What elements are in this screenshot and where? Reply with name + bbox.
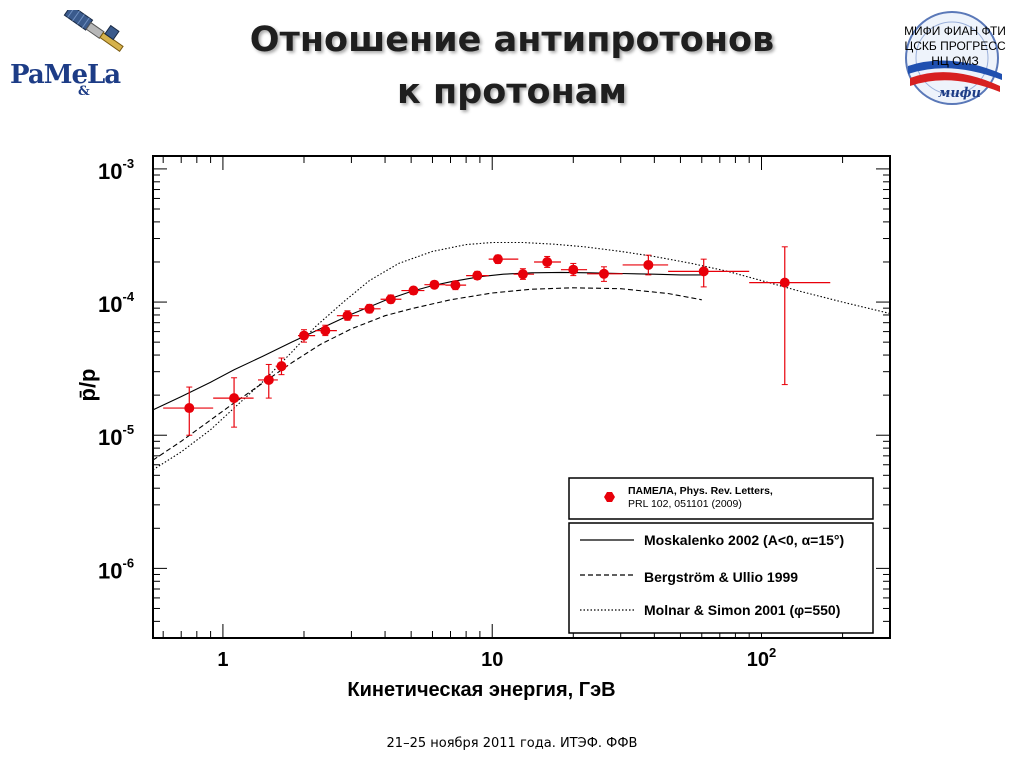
data-point <box>488 254 519 265</box>
data-point <box>380 294 402 305</box>
data-marker <box>472 270 483 281</box>
legend-models: Moskalenko 2002 (A<0, α=15°) Bergström &… <box>568 522 874 634</box>
x-axis-label: Кинетическая энергия, ГэВ <box>347 679 615 701</box>
model-curve-dashed <box>153 287 702 461</box>
legend-molnar: Molnar & Simon 2001 (φ=550) <box>644 602 840 618</box>
data-marker <box>643 259 654 270</box>
data-point <box>749 246 831 386</box>
y-tick-label-exponent: -3 <box>122 156 134 171</box>
data-marker <box>342 310 353 321</box>
data-marker <box>779 277 790 288</box>
legend-models-box <box>568 522 874 634</box>
y-tick-label-exponent: -4 <box>122 289 134 304</box>
pbar-p-ratio-chart: 1 10 102 10-3 10-4 10-5 10-6 p̄/p Кинетическая… <box>75 155 891 701</box>
plot-frame <box>152 155 891 639</box>
data-point <box>513 268 535 280</box>
data-point <box>315 324 337 337</box>
data-marker <box>542 256 553 267</box>
org-line-1: МИФИ ФИАН ФТИ <box>904 24 1006 38</box>
data-marker <box>320 325 331 336</box>
data-marker <box>229 393 240 404</box>
data-point <box>213 377 254 428</box>
data-point <box>560 262 588 277</box>
y-tick-label: 10-6 <box>98 555 134 583</box>
legend-data-marker <box>604 492 615 502</box>
x-tick-label-exponent: 2 <box>769 645 776 660</box>
data-point <box>336 310 359 321</box>
legend-data: ПАМЕЛА, Phys. Rev. Letters, PRL 102, 051… <box>568 477 874 520</box>
slide-footer: 21–25 ноября 2011 года. ИТЭФ. ФФВ <box>386 736 638 751</box>
data-marker <box>517 269 528 280</box>
data-point <box>258 363 278 399</box>
y-axis-label: p̄/p <box>75 369 100 402</box>
data-point <box>358 303 381 314</box>
data-marker <box>298 330 309 341</box>
data-point <box>275 357 288 376</box>
model-curve-solid <box>153 271 702 411</box>
org-line-2: ЦСКБ ПРОГРЕСС <box>904 39 1006 53</box>
x-tick-label: 1 <box>217 649 228 671</box>
data-point <box>424 279 446 290</box>
org-line-3: НЦ ОМЗ <box>931 54 979 68</box>
organizations-list: МИФИ ФИАН ФТИ ЦСКБ ПРОГРЕСС НЦ ОМЗ <box>888 24 1022 69</box>
data-marker <box>492 254 503 265</box>
x-tick-label: 102 <box>747 645 776 671</box>
data-marker <box>385 294 396 305</box>
data-point <box>668 258 750 288</box>
data-point <box>401 285 425 296</box>
legend-bergstrom: Bergström & Ullio 1999 <box>644 569 798 585</box>
data-point <box>466 270 489 281</box>
legend-moskalenko: Moskalenko 2002 (A<0, α=15°) <box>644 532 844 548</box>
satellite-icon <box>63 4 124 53</box>
axis-ticks <box>153 156 891 639</box>
pamela-logo: PaMeLa & <box>6 4 126 100</box>
title-line-2: к протонам <box>397 72 627 112</box>
data-point <box>297 329 316 343</box>
data-marker <box>598 268 609 279</box>
y-tick-label: 10-3 <box>98 156 134 184</box>
data-point <box>622 254 669 276</box>
data-points <box>163 246 831 436</box>
y-tick-label: 10-5 <box>98 422 134 450</box>
data-point <box>163 386 214 436</box>
legend-data-title: ПАМЕЛА, Phys. Rev. Letters, <box>628 485 773 497</box>
model-curve-dotted <box>153 241 890 471</box>
data-marker <box>263 374 274 385</box>
data-marker <box>184 403 195 414</box>
data-marker <box>450 280 461 291</box>
data-marker <box>276 361 287 372</box>
org-logo-text: мифи <box>938 86 981 101</box>
legend-data-subtitle: PRL 102, 051101 (2009) <box>628 498 742 510</box>
pamela-logo-text: PaMeLa <box>10 60 121 90</box>
x-tick-label: 10 <box>481 649 503 671</box>
data-marker <box>364 303 375 314</box>
data-point <box>587 266 623 282</box>
seal-icon <box>905 11 1002 105</box>
data-point <box>534 255 561 268</box>
title-line-1: Отношение антипротонов <box>249 20 775 60</box>
legend-data-box <box>568 477 874 520</box>
data-point <box>445 280 467 291</box>
data-marker <box>568 264 579 275</box>
y-tick-label: 10-4 <box>98 289 135 317</box>
data-marker <box>408 285 419 296</box>
slide-title: Отношение антипротонов к протонам <box>200 14 824 118</box>
data-marker <box>429 279 440 290</box>
data-marker <box>698 266 709 277</box>
pamela-logo-amp: & <box>78 84 90 99</box>
y-tick-label-exponent: -5 <box>122 422 134 437</box>
y-tick-label-exponent: -6 <box>122 555 134 570</box>
organizations-logo: мифи <box>890 8 1020 108</box>
